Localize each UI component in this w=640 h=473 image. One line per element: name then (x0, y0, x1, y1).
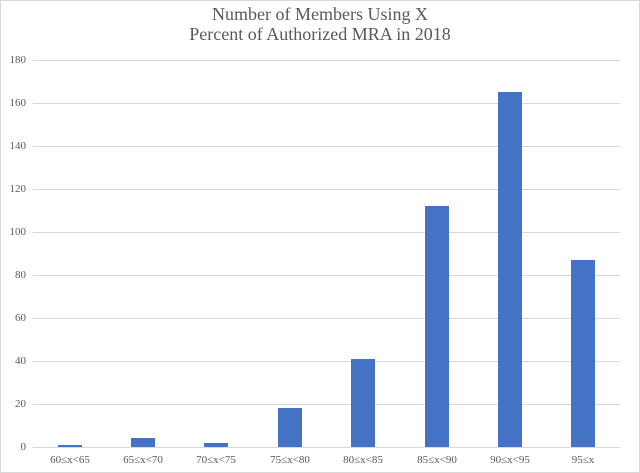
y-tick-label: 40 (15, 355, 26, 367)
x-tick-label: 90≤x<95 (490, 454, 530, 466)
gridline (33, 103, 620, 104)
y-tick-label: 0 (20, 441, 27, 453)
x-axis-line (33, 447, 620, 448)
bar (571, 260, 595, 447)
bar (278, 408, 302, 447)
gridline (33, 318, 620, 319)
bar (58, 445, 82, 447)
y-tick-label: 100 (9, 226, 27, 238)
x-tick-label: 65≤x<70 (123, 454, 163, 466)
chart-title-line-2: Percent of Authorized MRA in 2018 (189, 24, 451, 44)
gridline (33, 232, 620, 233)
gridline (33, 275, 620, 276)
y-tick-label: 60 (15, 312, 26, 324)
gridline (33, 189, 620, 190)
x-tick-label: 85≤x<90 (417, 454, 457, 466)
gridline (33, 404, 620, 405)
bar (204, 443, 228, 447)
x-tick-label: 80≤x<85 (343, 454, 383, 466)
gridline (33, 361, 620, 362)
x-tick-label: 70≤x<75 (196, 454, 236, 466)
gridline (33, 146, 620, 147)
y-tick-label: 120 (9, 183, 27, 195)
gridline (33, 60, 620, 61)
y-tick-label: 180 (9, 54, 27, 66)
y-tick-label: 80 (15, 269, 26, 281)
bar (498, 92, 522, 447)
y-tick-label: 160 (9, 97, 27, 109)
bar (131, 438, 155, 447)
y-tick-label: 20 (15, 398, 26, 410)
bar (351, 359, 375, 447)
chart-title-line-1: Number of Members Using X (212, 4, 428, 24)
bar (425, 206, 449, 447)
x-tick-label: 75≤x<80 (270, 454, 310, 466)
y-tick-label: 140 (9, 140, 27, 152)
x-tick-label: 95≤x (571, 454, 595, 466)
x-tick-label: 60≤x<65 (50, 454, 90, 466)
